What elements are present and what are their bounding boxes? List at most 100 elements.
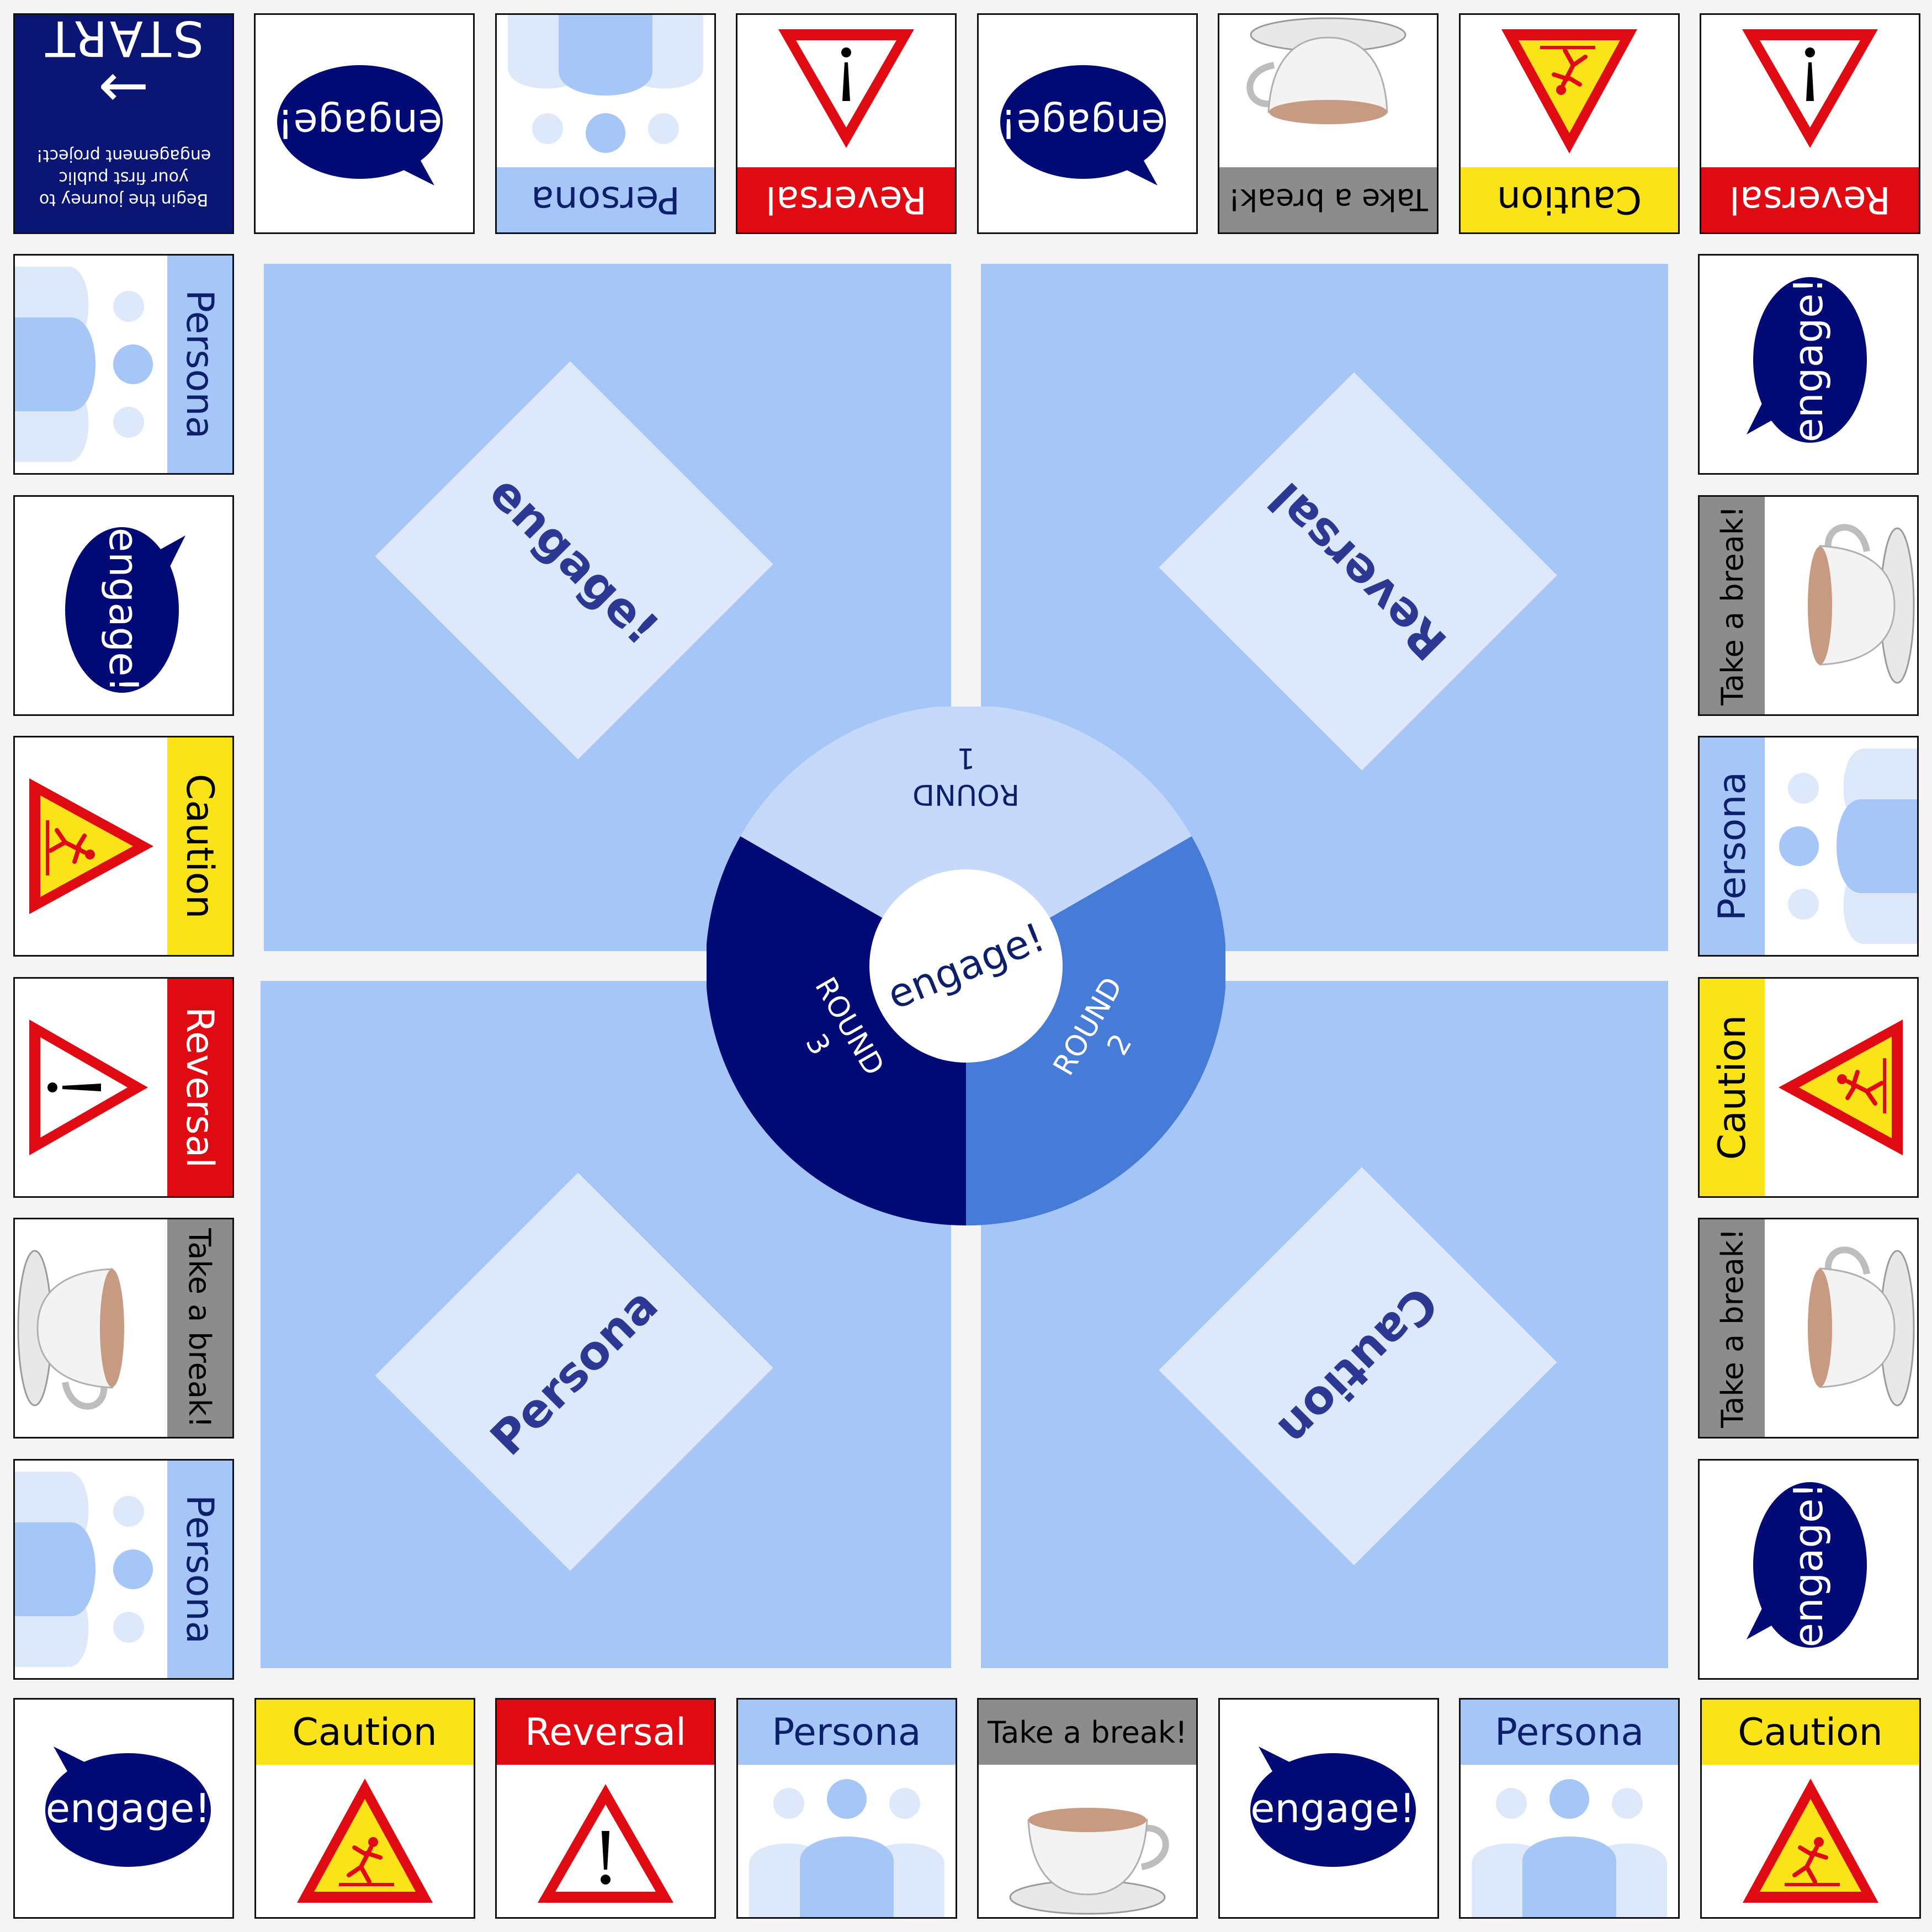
board-space-bottom-2-caution[interactable]: Caution [254, 1698, 475, 1919]
speech-bubble [65, 527, 179, 693]
card-deck-persona-label: Persona [480, 1277, 668, 1466]
persona-head-left [1788, 889, 1819, 920]
space-label: engage! [100, 527, 147, 692]
board-space-top-5-break[interactable]: Take a break! [1218, 13, 1439, 234]
cup-body [1267, 36, 1388, 113]
space-tile: Persona [13, 254, 234, 475]
persona-head-left [773, 1788, 804, 1819]
space-tile: engage! [254, 13, 475, 234]
slip-figure-head [85, 850, 95, 859]
space-tile: Caution [1698, 976, 1919, 1198]
exclamation-dot [47, 1082, 57, 1092]
space-label: Caution [256, 1700, 474, 1765]
board-space-bottom-3-reversal[interactable]: Reversal [495, 1698, 716, 1919]
board-space-bottom-5-break[interactable]: Take a break! [977, 1698, 1198, 1919]
space-tile: Take a break! [977, 1698, 1198, 1919]
board-space-top-3-reversal[interactable]: Reversal [736, 13, 957, 234]
board-space-bottom-4-persona[interactable]: Persona [736, 1698, 957, 1919]
space-label: Persona [1700, 737, 1765, 955]
persona-head-right [113, 1611, 144, 1643]
board-space-bottom-6-engage[interactable]: engage! [1218, 1698, 1439, 1919]
tea-cup-icon [1808, 523, 1915, 683]
persona-head-right [889, 1788, 920, 1819]
space-label: Reversal [167, 978, 232, 1196]
cup-tea [1808, 1269, 1832, 1387]
board-space-right-3-persona[interactable]: Persona [1698, 736, 1919, 957]
board-space-right-4-caution[interactable]: Caution [1698, 976, 1919, 1198]
board-space-top-4-engage[interactable]: engage! [976, 13, 1198, 234]
board-space-top-7-reversal[interactable]: Reversal [1700, 13, 1920, 234]
slip-figure-head [1556, 85, 1566, 95]
round-1-segment[interactable] [740, 707, 1192, 966]
persona-head-right [113, 407, 144, 438]
persona-head-right [532, 113, 563, 144]
board-space-left-6-persona[interactable]: Persona [13, 1458, 234, 1680]
slip-figure-body [1845, 1069, 1884, 1106]
board-space-left-4-reversal[interactable]: Reversal [13, 976, 234, 1198]
slip-floor [1883, 1058, 1886, 1113]
space-label: Caution [1460, 167, 1678, 232]
caution-triangle-fill [314, 1799, 416, 1892]
persona-head-left [113, 291, 144, 322]
board-space-bottom-7-persona[interactable]: Persona [1459, 1698, 1680, 1919]
space-tile: Take a break! [1698, 495, 1919, 716]
board-space-left-1-persona[interactable]: Persona [13, 254, 234, 475]
persona-body-center [1522, 1837, 1616, 1917]
board-space-right-5-break[interactable]: Take a break! [1698, 1218, 1919, 1439]
reversal-warning-icon [538, 1784, 673, 1903]
start-instructions: Begin the journey to your first public e… [31, 144, 216, 210]
slip-floor [1784, 1883, 1840, 1886]
persona-people-icon [15, 267, 153, 462]
slip-figure-head [368, 1837, 378, 1847]
board-space-right-2-break[interactable]: Take a break! [1698, 495, 1919, 716]
space-tile: engage! [1218, 1698, 1439, 1919]
persona-people-icon [1472, 1779, 1667, 1917]
caution-warning-icon [1742, 1779, 1878, 1903]
slip-figure-body [1551, 48, 1588, 87]
space-tile: engage! [13, 1698, 234, 1919]
board-space-left-3-caution[interactable]: Caution [13, 736, 234, 957]
exclamation-bar [62, 1083, 101, 1091]
space-label: engage! [1785, 277, 1832, 443]
start-instructions-line1: Begin the journey to [39, 190, 209, 209]
board-space-right-6-engage[interactable]: engage! [1698, 1458, 1919, 1680]
cup-tea [1808, 546, 1832, 665]
speech-bubble [1250, 1753, 1416, 1867]
persona-head-center [113, 1549, 153, 1589]
round-1-label: ROUND 1 [889, 740, 1043, 813]
persona-head-right [1788, 773, 1819, 804]
slip-figure-body [346, 1845, 383, 1884]
card-deck-engage-label: engage! [479, 465, 670, 656]
start-space[interactable]: Begin the journey to your first public e… [13, 10, 234, 234]
persona-people-icon [1779, 749, 1917, 944]
space-label: engage! [277, 100, 443, 147]
space-label: Take a break! [1219, 167, 1437, 232]
reversal-warning-icon [778, 29, 914, 148]
cup-tea [1269, 100, 1387, 124]
board-space-top-1-engage[interactable]: engage! [254, 13, 475, 234]
tea-cup-icon [1009, 1808, 1169, 1915]
space-tile: Caution [1458, 13, 1680, 234]
board-space-right-1-engage[interactable]: engage! [1698, 254, 1919, 475]
board-space-bottom-8-caution[interactable]: Caution [1700, 1698, 1921, 1919]
wheel-hub[interactable] [869, 869, 1063, 1063]
cup-handle [1824, 523, 1870, 552]
round-wheel [707, 707, 1225, 1225]
board-space-left-2-engage[interactable]: engage! [13, 495, 234, 716]
space-label: Take a break! [167, 1219, 232, 1437]
space-label: engage! [45, 1785, 211, 1832]
space-tile: Reversal [1700, 13, 1920, 234]
space-tile: Persona [736, 1698, 957, 1919]
round-1-word: ROUND [912, 778, 1020, 811]
space-tile: Caution [254, 1698, 475, 1919]
persona-body-center [799, 1837, 894, 1917]
board-space-left-5-break[interactable]: Take a break! [13, 1218, 234, 1439]
space-label: Take a break! [1700, 496, 1765, 714]
board-space-top-2-persona[interactable]: Persona [495, 13, 716, 234]
start-instructions-line2: your first public [59, 168, 189, 187]
exclamation-dot [1805, 47, 1815, 57]
board-space-top-6-caution[interactable]: Caution [1458, 13, 1680, 234]
persona-head-center [585, 113, 625, 153]
board-space-bottom-1-engage[interactable]: engage! [13, 1698, 234, 1919]
engage-bubble-icon [1000, 65, 1166, 185]
